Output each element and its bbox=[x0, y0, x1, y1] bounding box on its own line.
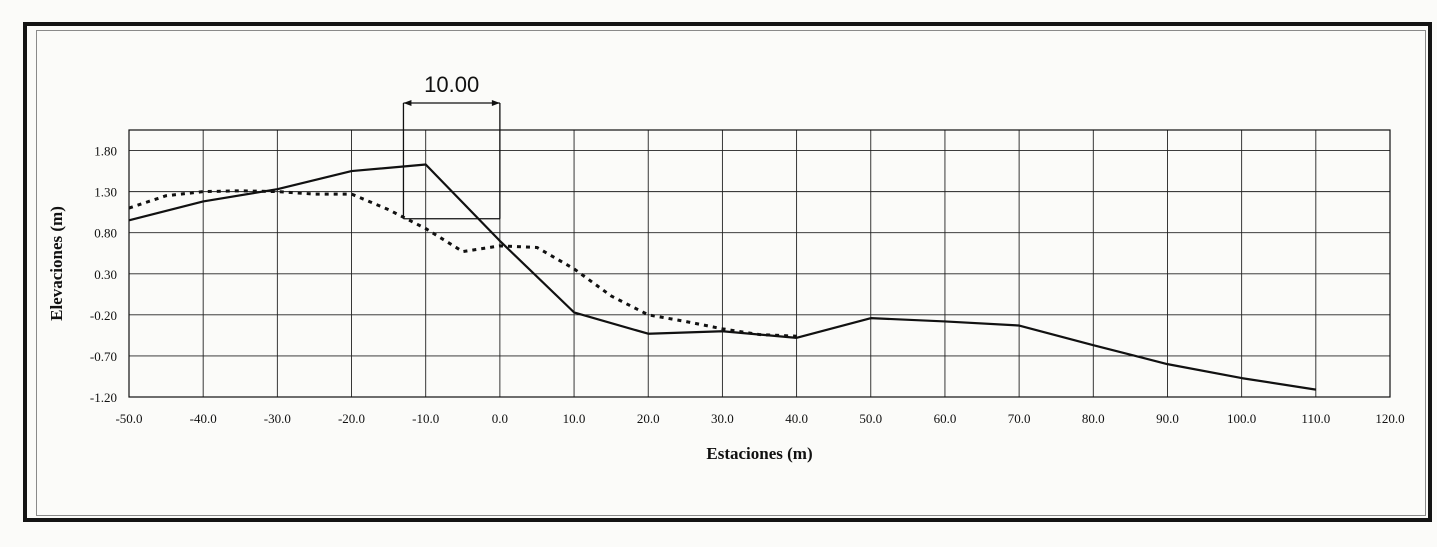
dimension-annotation: 10.00 bbox=[402, 72, 501, 220]
x-tick-label: 0.0 bbox=[492, 411, 508, 426]
inner-frame bbox=[36, 30, 1426, 516]
y-axis-title: Elevaciones (m) bbox=[47, 206, 66, 321]
x-tick-label: 10.0 bbox=[563, 411, 586, 426]
x-tick-label: -40.0 bbox=[190, 411, 217, 426]
x-tick-label: 20.0 bbox=[637, 411, 660, 426]
x-tick-label: -30.0 bbox=[264, 411, 291, 426]
y-tick-label: -0.70 bbox=[90, 349, 117, 364]
x-tick-label: 90.0 bbox=[1156, 411, 1179, 426]
x-tick-labels: -50.0 -40.0 -30.0 -20.0 -10.0 0.0 10.0 20.0 30.0… bbox=[115, 411, 1404, 426]
dimension-arrow-left bbox=[403, 100, 412, 106]
y-tick-label: -0.20 bbox=[90, 308, 117, 323]
outer-frame bbox=[23, 22, 1432, 522]
x-tick-label: 40.0 bbox=[785, 411, 808, 426]
x-tick-label: 110.0 bbox=[1301, 411, 1330, 426]
x-axis-title: Estaciones (m) bbox=[706, 444, 812, 463]
x-tick-label: 120.0 bbox=[1375, 411, 1404, 426]
x-tick-label: -50.0 bbox=[115, 411, 142, 426]
solid-series-line bbox=[128, 163, 1316, 391]
series-layer bbox=[128, 163, 1316, 391]
x-tick-label: 60.0 bbox=[934, 411, 957, 426]
x-tick-label: -20.0 bbox=[338, 411, 365, 426]
x-tick-label: 80.0 bbox=[1082, 411, 1105, 426]
y-tick-label: 0.30 bbox=[94, 267, 117, 282]
y-tick-label: 0.80 bbox=[94, 226, 117, 241]
y-tick-label: 1.30 bbox=[94, 185, 117, 200]
dimension-arrow-right bbox=[491, 100, 500, 106]
y-tick-label: -1.20 bbox=[90, 390, 117, 405]
plot-border bbox=[128, 129, 1391, 398]
grid bbox=[128, 129, 1391, 398]
x-tick-label: 30.0 bbox=[711, 411, 734, 426]
dotted-series-line bbox=[128, 189, 797, 338]
y-tick-labels: 1.80 1.30 0.80 0.30 -0.20 -0.70 -1.20 bbox=[90, 144, 117, 405]
dimension-label: 10.00 bbox=[424, 72, 479, 97]
x-tick-label: 70.0 bbox=[1008, 411, 1031, 426]
x-tick-label: 50.0 bbox=[859, 411, 882, 426]
x-tick-label: 100.0 bbox=[1227, 411, 1256, 426]
y-tick-label: 1.80 bbox=[94, 144, 117, 159]
x-tick-label: -10.0 bbox=[412, 411, 439, 426]
